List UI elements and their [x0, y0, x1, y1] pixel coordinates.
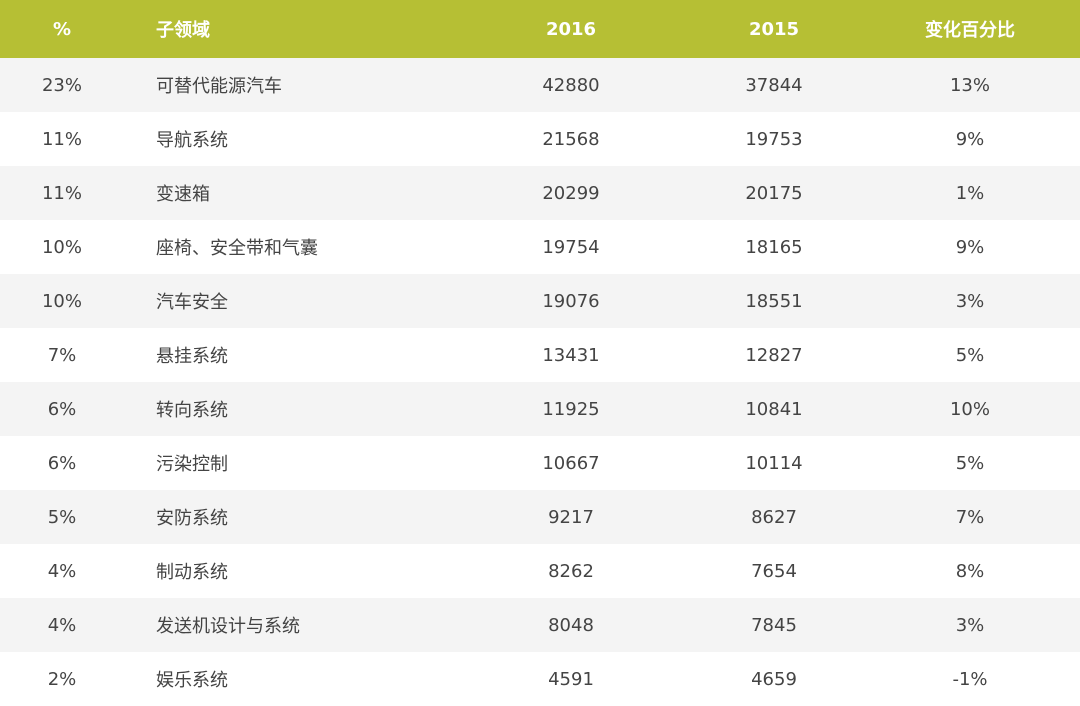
- table-row: 4% 制动系统 8262 7654 8%: [0, 544, 1080, 598]
- cell-subfield: 制动系统: [156, 562, 228, 583]
- cell-subfield: 可替代能源汽车: [156, 76, 282, 97]
- cell-percent: 2%: [47, 668, 77, 690]
- cell-2015: 10114: [745, 452, 803, 474]
- cell-change: 10%: [949, 398, 990, 420]
- table-row: 5% 安防系统 9217 8627 7%: [0, 490, 1080, 544]
- cell-2015: 12827: [745, 344, 803, 366]
- cell-2016: 13431: [542, 344, 600, 366]
- cell-percent: 23%: [41, 74, 82, 96]
- cell-2016: 42880: [542, 74, 600, 96]
- cell-2016: 9217: [548, 506, 594, 528]
- cell-2015: 4659: [751, 668, 797, 690]
- cell-2016: 19076: [542, 290, 600, 312]
- cell-percent: 7%: [47, 344, 77, 366]
- cell-change: -1%: [952, 668, 988, 690]
- cell-percent: 6%: [47, 398, 77, 420]
- cell-change: 7%: [955, 506, 985, 528]
- cell-percent: 10%: [41, 236, 82, 258]
- header-change: 变化百分比: [925, 20, 1015, 41]
- table-row: 2% 娱乐系统 4591 4659 -1%: [0, 652, 1080, 706]
- cell-2016: 8048: [548, 614, 594, 636]
- cell-percent: 6%: [47, 452, 77, 474]
- header-subfield: 子领域: [156, 20, 210, 41]
- cell-percent: 10%: [41, 290, 82, 312]
- header-2015: 2015: [748, 18, 800, 40]
- table-header: % 子领域 2016 2015 变化百分比: [0, 0, 1080, 58]
- cell-change: 8%: [955, 560, 985, 582]
- cell-subfield: 导航系统: [156, 130, 228, 151]
- cell-change: 5%: [955, 344, 985, 366]
- cell-subfield: 发送机设计与系统: [156, 616, 300, 637]
- cell-change: 13%: [949, 74, 990, 96]
- table-row: 11% 变速箱 20299 20175 1%: [0, 166, 1080, 220]
- cell-change: 3%: [955, 290, 985, 312]
- cell-2015: 37844: [745, 74, 803, 96]
- cell-2016: 4591: [548, 668, 594, 690]
- cell-change: 9%: [955, 236, 985, 258]
- header-2016: 2016: [545, 18, 597, 40]
- cell-2015: 10841: [745, 398, 803, 420]
- cell-2015: 20175: [745, 182, 803, 204]
- cell-2015: 18551: [745, 290, 803, 312]
- cell-2016: 11925: [542, 398, 600, 420]
- table-row: 4% 发送机设计与系统 8048 7845 3%: [0, 598, 1080, 652]
- cell-percent: 4%: [47, 614, 77, 636]
- cell-change: 9%: [955, 128, 985, 150]
- table-row: 10% 汽车安全 19076 18551 3%: [0, 274, 1080, 328]
- cell-change: 3%: [955, 614, 985, 636]
- cell-change: 1%: [955, 182, 985, 204]
- cell-subfield: 安防系统: [156, 508, 228, 529]
- cell-subfield: 转向系统: [156, 400, 228, 421]
- header-percent: %: [52, 18, 72, 40]
- cell-percent: 5%: [47, 506, 77, 528]
- cell-subfield: 污染控制: [156, 454, 228, 475]
- table-row: 6% 转向系统 11925 10841 10%: [0, 382, 1080, 436]
- cell-2015: 7654: [751, 560, 797, 582]
- table-row: 6% 污染控制 10667 10114 5%: [0, 436, 1080, 490]
- cell-2015: 18165: [745, 236, 803, 258]
- cell-subfield: 座椅、安全带和气囊: [156, 238, 318, 259]
- cell-subfield: 汽车安全: [156, 292, 228, 313]
- cell-percent: 4%: [47, 560, 77, 582]
- cell-2016: 21568: [542, 128, 600, 150]
- cell-subfield: 变速箱: [156, 184, 210, 205]
- cell-2016: 20299: [542, 182, 600, 204]
- cell-2015: 8627: [751, 506, 797, 528]
- table-row: 7% 悬挂系统 13431 12827 5%: [0, 328, 1080, 382]
- cell-2016: 8262: [548, 560, 594, 582]
- cell-2016: 19754: [542, 236, 600, 258]
- cell-subfield: 悬挂系统: [156, 346, 228, 367]
- cell-2016: 10667: [542, 452, 600, 474]
- cell-percent: 11%: [41, 128, 82, 150]
- cell-2015: 19753: [745, 128, 803, 150]
- table-row: 10% 座椅、安全带和气囊 19754 18165 9%: [0, 220, 1080, 274]
- table-body: 23% 可替代能源汽车 42880 37844 13% 11% 导航系统 21568 19753…: [0, 58, 1080, 706]
- cell-2015: 7845: [751, 614, 797, 636]
- table-row: 11% 导航系统 21568 19753 9%: [0, 112, 1080, 166]
- cell-subfield: 娱乐系统: [156, 670, 228, 691]
- cell-change: 5%: [955, 452, 985, 474]
- cell-percent: 11%: [41, 182, 82, 204]
- table-row: 23% 可替代能源汽车 42880 37844 13%: [0, 58, 1080, 112]
